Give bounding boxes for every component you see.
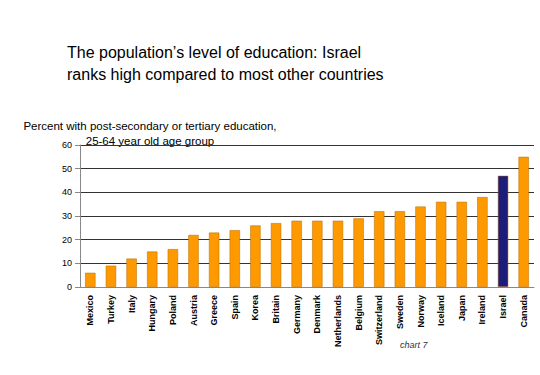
svg-text:Canada: Canada [519, 294, 529, 328]
svg-text:The population’s level of educ: The population’s level of education: Isr… [67, 44, 361, 61]
svg-text:Italy: Italy [127, 295, 137, 313]
svg-text:Ireland: Ireland [477, 295, 487, 325]
svg-text:40: 40 [62, 187, 72, 197]
svg-text:Germany: Germany [292, 295, 302, 334]
svg-text:Spain: Spain [230, 295, 240, 320]
svg-text:chart 7: chart 7 [400, 340, 429, 350]
svg-text:10: 10 [62, 258, 72, 268]
svg-text:60: 60 [62, 140, 72, 150]
svg-text:0: 0 [67, 282, 72, 292]
svg-text:Turkey: Turkey [106, 295, 116, 324]
svg-text:Israel: Israel [498, 295, 508, 319]
svg-text:30: 30 [62, 211, 72, 221]
svg-text:Switzerland: Switzerland [374, 295, 384, 345]
svg-text:Belgium: Belgium [354, 295, 364, 331]
svg-text:Sweden: Sweden [395, 295, 405, 329]
svg-text:50: 50 [62, 164, 72, 174]
svg-text:Austria: Austria [189, 294, 199, 326]
svg-text:20: 20 [62, 235, 72, 245]
svg-text:Greece: Greece [209, 295, 219, 326]
svg-text:25-64 year old age group: 25-64 year old age group [86, 135, 215, 147]
svg-text:Netherlands: Netherlands [333, 295, 343, 347]
svg-text:Poland: Poland [168, 295, 178, 325]
svg-text:Mexico: Mexico [85, 295, 95, 326]
svg-text:Hungary: Hungary [147, 295, 157, 332]
svg-text:Percent with post-secondary or: Percent with post-secondary or tertiary … [23, 120, 276, 132]
svg-text:Norway: Norway [416, 295, 426, 328]
svg-text:Japan: Japan [457, 295, 467, 321]
svg-text:Korea: Korea [250, 294, 260, 321]
svg-text:Iceland: Iceland [436, 295, 446, 326]
svg-text:ranks high compared to most ot: ranks high compared to most other countr… [67, 66, 384, 83]
svg-text:Britain: Britain [271, 295, 281, 324]
svg-text:Denmark: Denmark [312, 294, 322, 334]
